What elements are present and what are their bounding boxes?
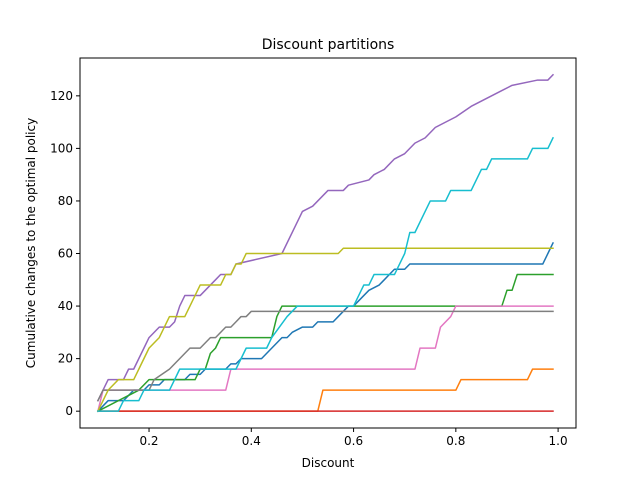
plot-frame: [79, 57, 577, 429]
series-line-6: [96, 305, 554, 413]
y-tick-label: 80: [58, 194, 73, 208]
series-line-8: [96, 247, 554, 413]
y-tick-label: 20: [58, 352, 73, 366]
x-tick-label: 1.0: [549, 434, 568, 448]
y-tick-label: 0: [65, 404, 73, 418]
x-axis: 0.2 0.4 0.6 0.8 1.0: [139, 428, 568, 448]
series-line-2: [97, 368, 554, 412]
x-tick-label: 0.6: [344, 434, 363, 448]
chart-title: Discount partitions: [262, 37, 395, 53]
series-line-3: [96, 273, 554, 413]
y-tick-label: 60: [58, 247, 73, 261]
x-tick-label: 0.2: [139, 434, 158, 448]
x-axis-label: Discount: [302, 456, 355, 470]
y-tick-label: 100: [50, 141, 73, 155]
x-tick-label: 0.4: [242, 434, 261, 448]
plot-area: [96, 73, 555, 413]
y-tick-label: 120: [50, 89, 73, 103]
series-line-5: [96, 73, 555, 402]
series-line-9: [97, 136, 554, 412]
x-tick-label: 0.8: [446, 434, 465, 448]
y-axis: 0 20 40 60 80 100 120: [50, 89, 80, 418]
series-line-7: [96, 310, 554, 402]
y-tick-label: 40: [58, 299, 73, 313]
y-axis-label: Cumulative changes to the optimal policy: [24, 118, 38, 368]
